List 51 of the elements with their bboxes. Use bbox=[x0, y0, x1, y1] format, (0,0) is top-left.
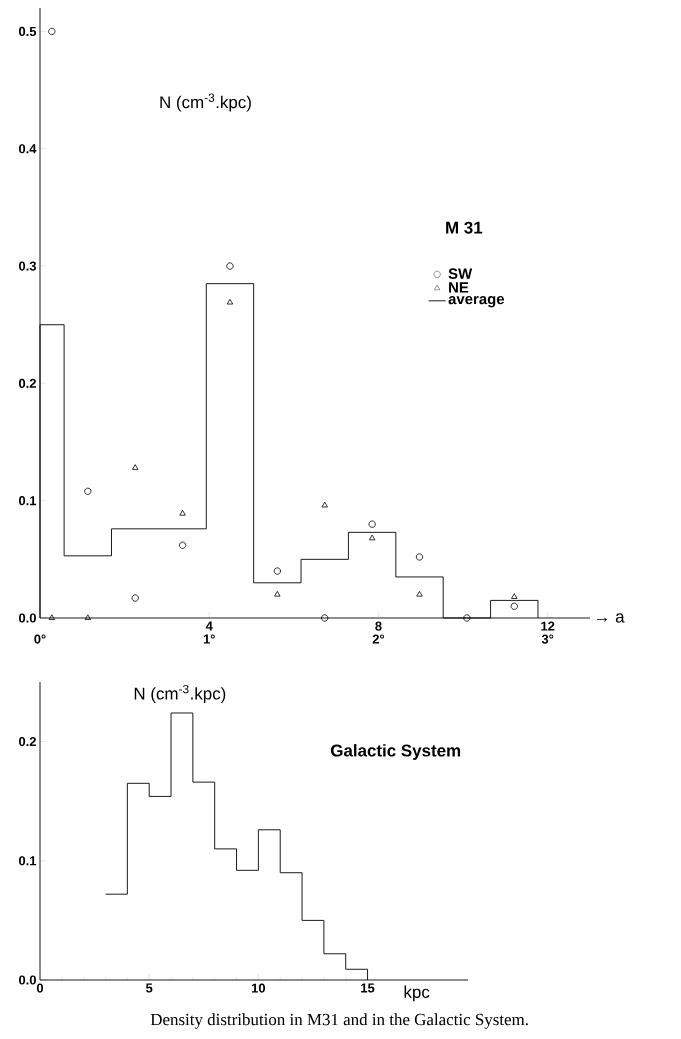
y-tick-label: 0.5 bbox=[18, 26, 37, 37]
point bbox=[84, 614, 91, 620]
point bbox=[416, 590, 423, 597]
text: Density distribution in M31 and in the Galactic System. bbox=[150, 1013, 528, 1029]
text: M 31 bbox=[446, 221, 483, 234]
point bbox=[84, 487, 92, 495]
x2-tick-label: 0° bbox=[34, 634, 46, 644]
legend-label: NE bbox=[449, 282, 469, 293]
y-tick-label: 0.1 bbox=[18, 856, 37, 866]
x2-tick-label: 2° bbox=[372, 634, 385, 644]
x-tick-label: 15 bbox=[361, 983, 375, 993]
x2-tick-label: 3° bbox=[541, 634, 554, 644]
x-axis-title: kpc bbox=[404, 985, 430, 1002]
x-tick-label: 12 bbox=[541, 621, 555, 631]
point bbox=[368, 520, 376, 528]
y-tick-label: 0.2 bbox=[18, 737, 36, 747]
legend-label: average bbox=[448, 296, 505, 308]
y-tick-label: 0.3 bbox=[18, 261, 37, 271]
y-tick-label: 0.0 bbox=[18, 613, 36, 623]
point bbox=[415, 553, 424, 561]
point bbox=[48, 27, 56, 36]
x-tick-label: 0 bbox=[36, 983, 44, 993]
x-tick-label: 10 bbox=[251, 983, 266, 993]
x-tick-label: 4 bbox=[205, 621, 213, 631]
point bbox=[178, 541, 187, 549]
point bbox=[131, 594, 139, 602]
point bbox=[511, 593, 518, 599]
point bbox=[179, 509, 186, 516]
point bbox=[368, 534, 376, 541]
x-tick-label: 5 bbox=[145, 983, 153, 993]
point bbox=[132, 464, 139, 470]
point bbox=[226, 298, 234, 305]
point bbox=[226, 262, 234, 270]
x-tick-label: 8 bbox=[375, 621, 382, 631]
point bbox=[463, 614, 471, 622]
x-axis-title: → a bbox=[596, 613, 625, 623]
legend-label: SW bbox=[448, 268, 473, 279]
y-axis-title: N (cm$^{-3}$.kpc) bbox=[134, 684, 226, 703]
point bbox=[321, 614, 329, 622]
point bbox=[273, 567, 281, 575]
x2-tick-label: 1° bbox=[203, 634, 215, 644]
y-tick-label: 0.4 bbox=[18, 144, 37, 154]
point bbox=[48, 614, 56, 620]
y-tick-label: 0.0 bbox=[18, 975, 36, 985]
point bbox=[510, 602, 518, 610]
y-tick-label: 0.2 bbox=[18, 378, 36, 388]
y-axis-title: N (cm$^{-3}$.kpc) bbox=[160, 93, 251, 112]
text: Galactic System bbox=[330, 744, 461, 760]
y-tick-label: 0.1 bbox=[18, 496, 37, 506]
point bbox=[274, 590, 281, 597]
point bbox=[321, 501, 328, 508]
